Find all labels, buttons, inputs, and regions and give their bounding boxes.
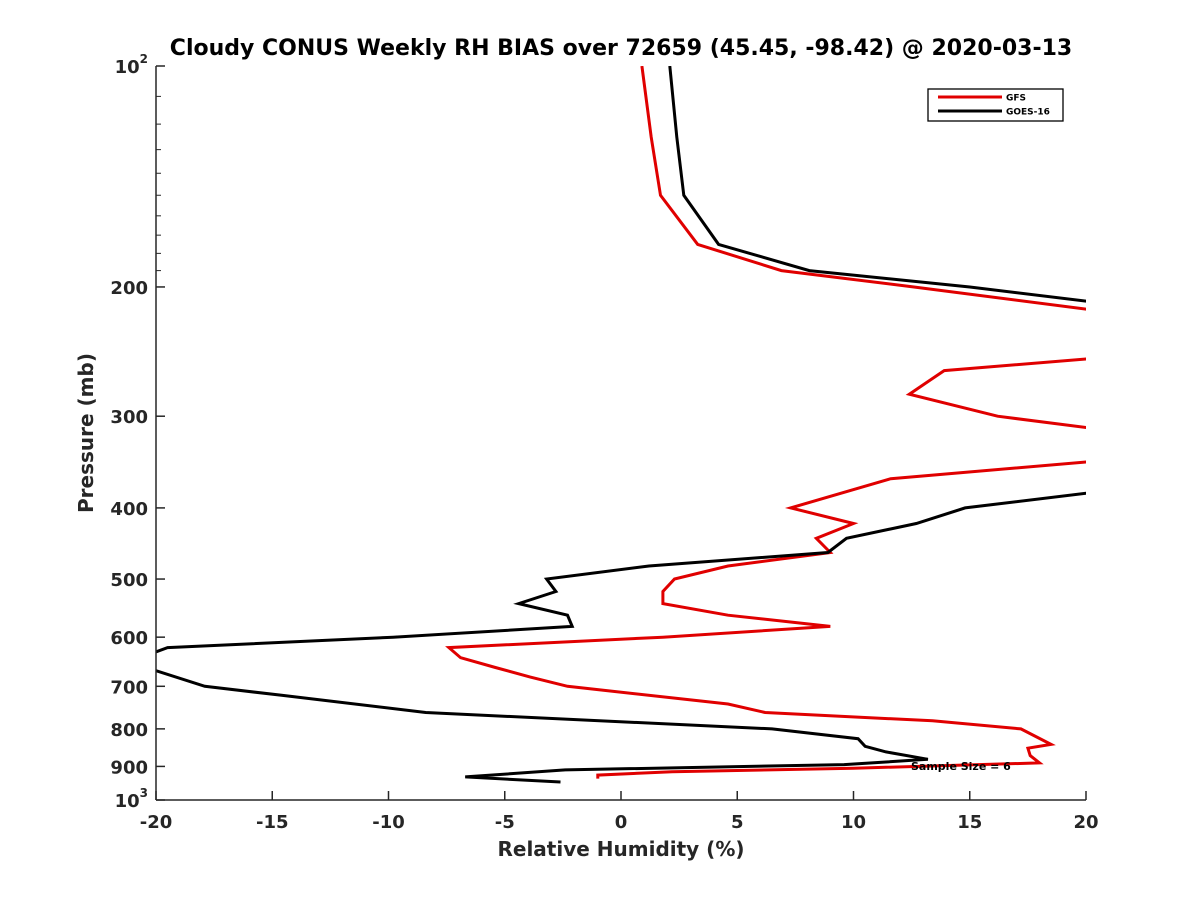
x-tick-label: -15 bbox=[256, 812, 289, 833]
y-tick-label: 400 bbox=[110, 499, 148, 520]
series-line-goes-16 bbox=[156, 66, 1086, 784]
legend-label: GOES-16 bbox=[1006, 108, 1050, 118]
x-tick-label: 10 bbox=[841, 812, 866, 833]
x-tick-label: 0 bbox=[615, 812, 628, 833]
x-tick-label: -5 bbox=[495, 812, 515, 833]
y-tick-label: 102 bbox=[115, 52, 148, 78]
y-tick-label: 800 bbox=[110, 720, 148, 741]
y-tick-label: 900 bbox=[110, 757, 148, 778]
x-tick-label: 20 bbox=[1073, 812, 1098, 833]
x-axis-label: Relative Humidity (%) bbox=[497, 837, 744, 861]
series-line-gfs bbox=[445, 66, 1086, 779]
ticks-layer: -20 -15 -10 -5 0 5 10 15 20 102 200 300 400 500 600 700… bbox=[110, 52, 1098, 833]
x-tick-label: -10 bbox=[372, 812, 405, 833]
x-tick-label: 5 bbox=[731, 812, 744, 833]
y-tick-label: 103 bbox=[115, 786, 148, 812]
y-tick-label: 500 bbox=[110, 570, 148, 591]
legend-label: GFS bbox=[1006, 94, 1026, 104]
y-tick-label: 300 bbox=[110, 407, 148, 428]
y-tick-label: 600 bbox=[110, 628, 148, 649]
x-tick-label: -20 bbox=[140, 812, 173, 833]
sample-size-annotation: Sample Size = 6 bbox=[911, 760, 1011, 773]
legend: GFS GOES-16 bbox=[927, 88, 1064, 122]
plot-area bbox=[156, 66, 1086, 800]
y-axis-label: Pressure (mb) bbox=[74, 353, 98, 513]
y-tick-label: 200 bbox=[110, 278, 148, 299]
y-tick-label: 700 bbox=[110, 677, 148, 698]
x-tick-label: 15 bbox=[957, 812, 982, 833]
chart-title: Cloudy CONUS Weekly RH BIAS over 72659 (… bbox=[170, 36, 1072, 61]
series-layer bbox=[156, 66, 1086, 784]
legend-box bbox=[927, 88, 1064, 122]
